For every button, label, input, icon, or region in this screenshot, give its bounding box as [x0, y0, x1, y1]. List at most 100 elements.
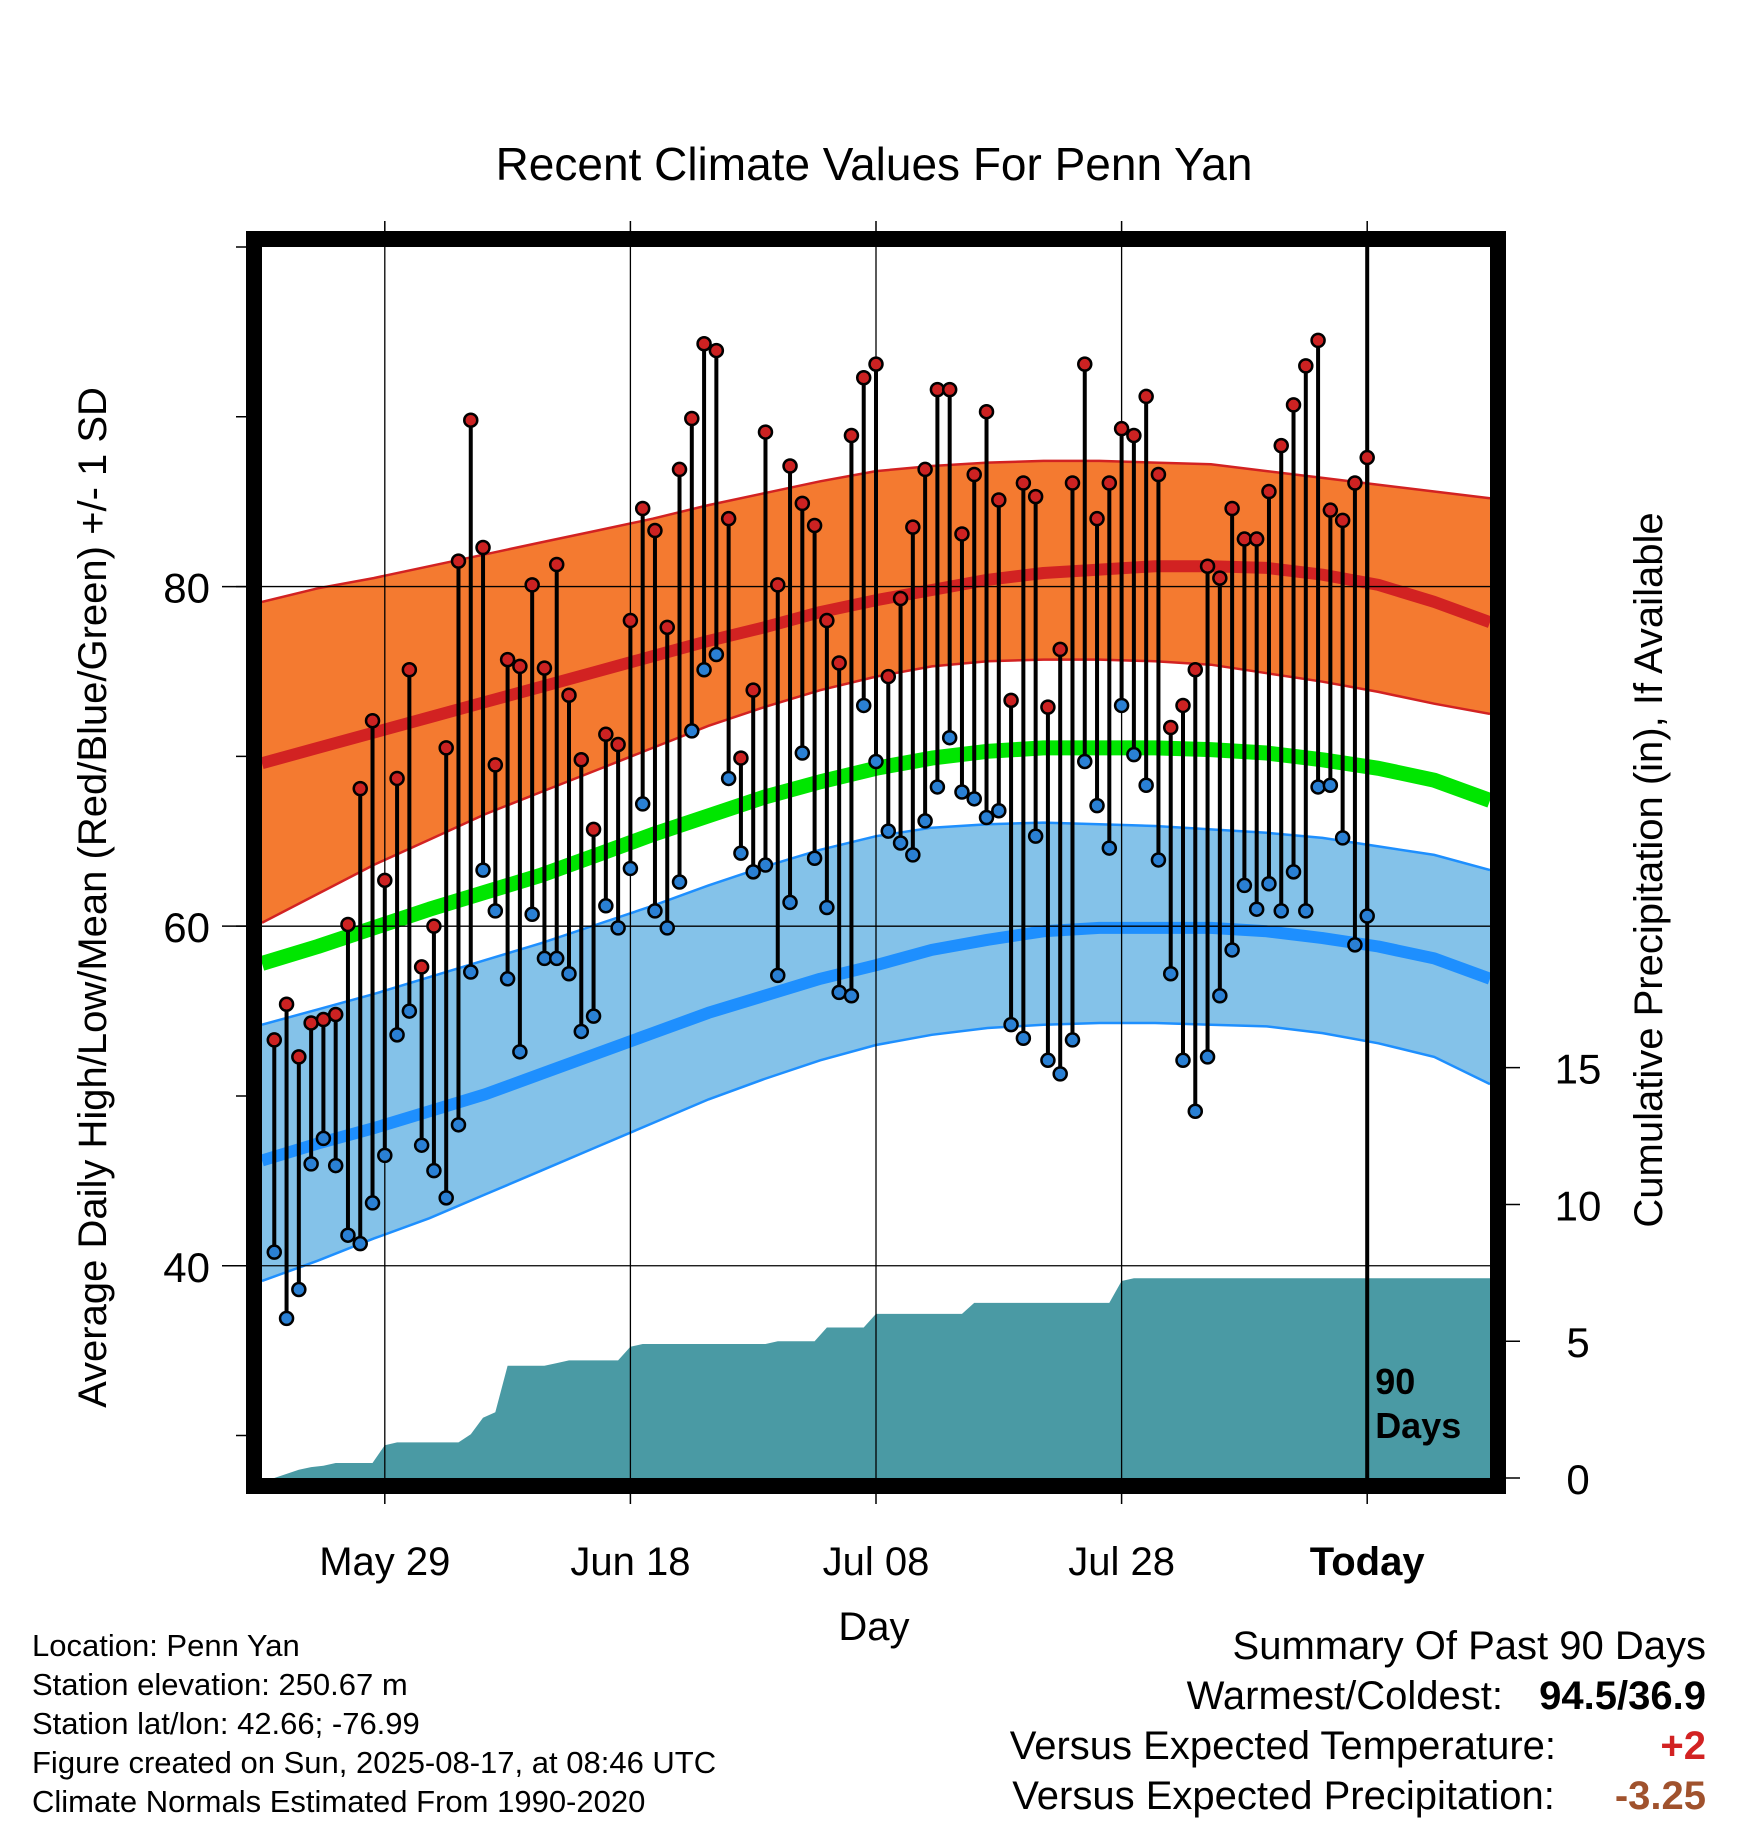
- daily-high-point: [291, 1049, 307, 1065]
- daily-low-point: [1077, 753, 1093, 770]
- daily-high-point: [573, 752, 590, 768]
- x-tick-label: Jun 18: [570, 1540, 690, 1584]
- daily-high-point: [991, 492, 1007, 508]
- daily-low-point: [499, 971, 516, 987]
- daily-low-point: [696, 662, 712, 678]
- normals-text: Climate Normals Estimated From 1990-2020: [32, 1784, 646, 1819]
- daily-high-point: [622, 612, 639, 629]
- y-tick-label: 40: [163, 1244, 210, 1291]
- daily-high-point: [585, 821, 602, 838]
- daily-high-point: [352, 780, 368, 797]
- daily-low-point: [622, 860, 639, 877]
- daily-high-point: [512, 658, 528, 675]
- daily-low-point: [733, 845, 749, 861]
- daily-high-point: [1027, 488, 1044, 505]
- y2-tick-label: 5: [1566, 1319, 1589, 1366]
- daily-high-point: [1101, 475, 1118, 491]
- daily-low-point: [708, 646, 725, 663]
- daily-low-point: [278, 1310, 295, 1327]
- daily-low-point: [1101, 840, 1118, 856]
- daily-low-point: [991, 802, 1007, 819]
- daily-high-point: [843, 427, 860, 444]
- daily-high-point: [1322, 502, 1339, 518]
- precip-anomaly-value: -3.25: [1614, 1774, 1706, 1818]
- daily-high-point: [831, 655, 847, 671]
- daily-low-point: [1236, 877, 1253, 894]
- daily-high-point: [389, 770, 405, 787]
- temp-anomaly-row: Versus Expected Temperature: +2: [1010, 1724, 1706, 1774]
- daily-low-point: [266, 1244, 283, 1260]
- daily-low-point: [978, 809, 995, 826]
- daily-low-point: [561, 965, 577, 982]
- daily-low-point: [512, 1044, 528, 1060]
- y-axis-label: Average Daily High/Low/Mean (Red/Blue/Gr…: [71, 387, 115, 1408]
- warmest-coldest-value: 94.5/36.9: [1539, 1674, 1706, 1718]
- x-tick-label: Jul 28: [1068, 1540, 1175, 1584]
- y2-axis-label: Cumulative Precipitation (in), If Availa…: [1627, 512, 1671, 1227]
- daily-high-point: [499, 651, 516, 668]
- daily-high-point: [327, 1006, 344, 1023]
- warmest-coldest-label: Warmest/Coldest:: [1186, 1674, 1503, 1718]
- station-info: Location: Penn Yan Station elevation: 25…: [32, 1626, 716, 1821]
- created-text: Figure created on Sun, 2025-08-17, at 08…: [32, 1745, 717, 1780]
- daily-low-point: [917, 813, 933, 829]
- daily-high-point: [941, 381, 958, 398]
- daily-low-point: [1285, 864, 1302, 880]
- daily-low-point: [1064, 1032, 1081, 1048]
- daily-low-point: [782, 894, 798, 911]
- x-tick-label: Today: [1310, 1540, 1426, 1584]
- daily-low-point: [684, 723, 700, 739]
- today-marker-label-line2: Days: [1375, 1405, 1461, 1446]
- daily-low-point: [855, 697, 872, 714]
- daily-low-point: [364, 1195, 381, 1211]
- daily-low-point: [720, 770, 737, 787]
- daily-low-point: [1212, 988, 1228, 1004]
- precip-anomaly-row: Versus Expected Precipitation: -3.25: [1010, 1774, 1706, 1824]
- daily-high-point: [745, 682, 761, 698]
- daily-low-point: [1248, 901, 1265, 917]
- daily-low-point: [1126, 746, 1142, 763]
- daily-high-point: [880, 668, 897, 685]
- daily-low-point: [1150, 852, 1167, 868]
- daily-high-point: [487, 757, 504, 773]
- chart-title: Recent Climate Values For Penn Yan: [496, 138, 1253, 190]
- daily-low-point: [1113, 697, 1130, 714]
- daily-low-point: [524, 906, 540, 923]
- daily-high-point: [1285, 397, 1302, 413]
- location-text: Location: Penn Yan: [32, 1628, 300, 1663]
- daily-high-point: [1064, 475, 1081, 491]
- latlon-text: Station lat/lon: 42.66; -76.99: [32, 1706, 420, 1741]
- daily-high-point: [426, 918, 442, 934]
- y-tick-label: 60: [163, 904, 210, 951]
- daily-low-point: [1052, 1066, 1068, 1082]
- daily-low-point: [843, 988, 860, 1004]
- summary-heading-text: Summary Of Past 90 Days: [1232, 1624, 1706, 1668]
- today-marker-label-line1: 90: [1375, 1361, 1415, 1402]
- daily-low-point: [1027, 828, 1044, 844]
- daily-high-point: [770, 577, 786, 593]
- daily-low-point: [303, 1156, 319, 1172]
- daily-low-point: [892, 835, 909, 851]
- plot-area: [262, 247, 1490, 1478]
- daily-high-point: [1359, 449, 1375, 466]
- daily-high-point: [1077, 356, 1093, 372]
- daily-low-point: [634, 796, 651, 812]
- daily-high-point: [733, 750, 749, 766]
- x-tick-label: Jul 08: [823, 1540, 930, 1584]
- daily-high-point: [598, 726, 614, 743]
- elevation-text: Station elevation: 250.67 m: [32, 1667, 408, 1702]
- daily-low-point: [377, 1147, 393, 1164]
- daily-high-point: [978, 403, 995, 420]
- daily-high-point: [303, 1015, 319, 1031]
- daily-low-point: [1089, 797, 1105, 814]
- daily-low-point: [401, 1003, 418, 1019]
- daily-high-point: [647, 522, 663, 539]
- daily-low-point: [487, 903, 504, 919]
- daily-low-point: [585, 1008, 602, 1024]
- daily-low-point: [475, 862, 491, 878]
- daily-low-point: [1261, 875, 1277, 892]
- daily-low-point: [327, 1157, 344, 1174]
- daily-high-point: [1126, 427, 1142, 444]
- daily-high-point: [819, 612, 835, 629]
- y2-tick-label: 10: [1555, 1182, 1602, 1229]
